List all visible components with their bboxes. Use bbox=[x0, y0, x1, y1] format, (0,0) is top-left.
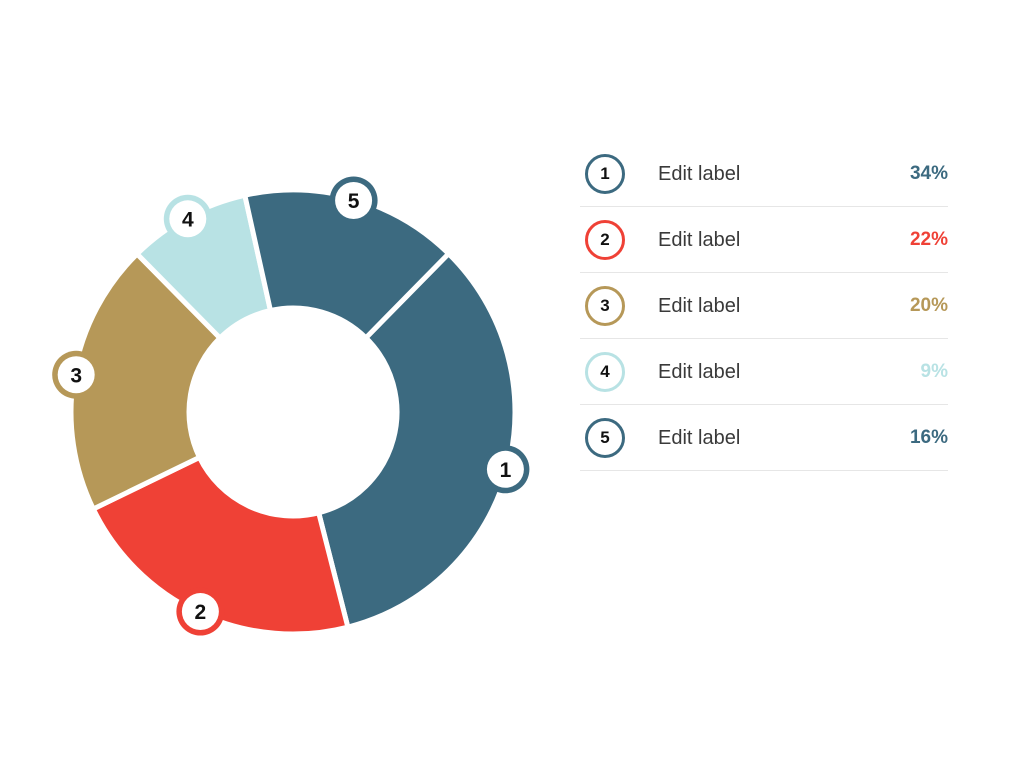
slice-badges: 1 2 3 4 5 bbox=[52, 176, 530, 636]
legend-label-2: Edit label bbox=[658, 229, 741, 251]
slice-badge-2: 2 bbox=[176, 587, 225, 636]
legend-badge-1: 1 bbox=[585, 154, 625, 194]
slice-badge-3: 3 bbox=[52, 350, 101, 399]
donut-slice-3 bbox=[68, 250, 224, 513]
legend-value-5: 16% bbox=[909, 427, 948, 448]
slice-badge-fill-2 bbox=[181, 593, 219, 631]
legend-row-2: 2 Edit label 22% bbox=[580, 207, 948, 273]
slice-badge-fill-3 bbox=[57, 356, 95, 394]
legend-badge-5: 5 bbox=[585, 418, 625, 458]
slice-badge-4: 4 bbox=[163, 194, 212, 243]
legend-badge-3: 3 bbox=[585, 286, 625, 326]
legend-label-1: Edit label bbox=[658, 163, 741, 185]
donut-slice-1 bbox=[315, 250, 518, 631]
legend-row-3: 3 Edit label 20% bbox=[580, 273, 948, 339]
legend-badge-2: 2 bbox=[585, 220, 625, 260]
donut-chart: 1 2 3 4 5 bbox=[52, 176, 530, 637]
slice-badge-fill-4 bbox=[169, 200, 207, 238]
slice-badge-label-2: 2 bbox=[195, 601, 207, 624]
legend-value-4: 9% bbox=[920, 361, 948, 382]
slice-badge-fill-5 bbox=[335, 182, 373, 220]
donut-slice-5 bbox=[241, 187, 453, 342]
slice-badge-5: 5 bbox=[329, 176, 378, 225]
legend: 1 Edit label 34% 2 Edit label 22% 3 Edit… bbox=[580, 141, 948, 471]
slice-badge-label-3: 3 bbox=[70, 364, 82, 387]
donut-slice-2 bbox=[89, 454, 351, 637]
slice-badge-label-5: 5 bbox=[348, 190, 360, 213]
legend-label-5: Edit label bbox=[658, 427, 741, 449]
slice-badge-label-1: 1 bbox=[500, 459, 512, 482]
donut-slices bbox=[68, 187, 518, 637]
legend-badge-4: 4 bbox=[585, 352, 625, 392]
legend-label-3: Edit label bbox=[658, 295, 741, 317]
legend-value-3: 20% bbox=[909, 295, 948, 316]
legend-label-4: Edit label bbox=[658, 361, 741, 383]
legend-value-2: 22% bbox=[909, 229, 948, 250]
legend-row-5: 5 Edit label 16% bbox=[580, 405, 948, 471]
slice-badge-1: 1 bbox=[481, 445, 530, 494]
legend-value-1: 34% bbox=[909, 163, 948, 184]
legend-row-4: 4 Edit label 9% bbox=[580, 339, 948, 405]
legend-row-1: 1 Edit label 34% bbox=[580, 141, 948, 207]
slice-badge-label-4: 4 bbox=[182, 208, 194, 231]
slice-badge-fill-1 bbox=[486, 450, 524, 488]
